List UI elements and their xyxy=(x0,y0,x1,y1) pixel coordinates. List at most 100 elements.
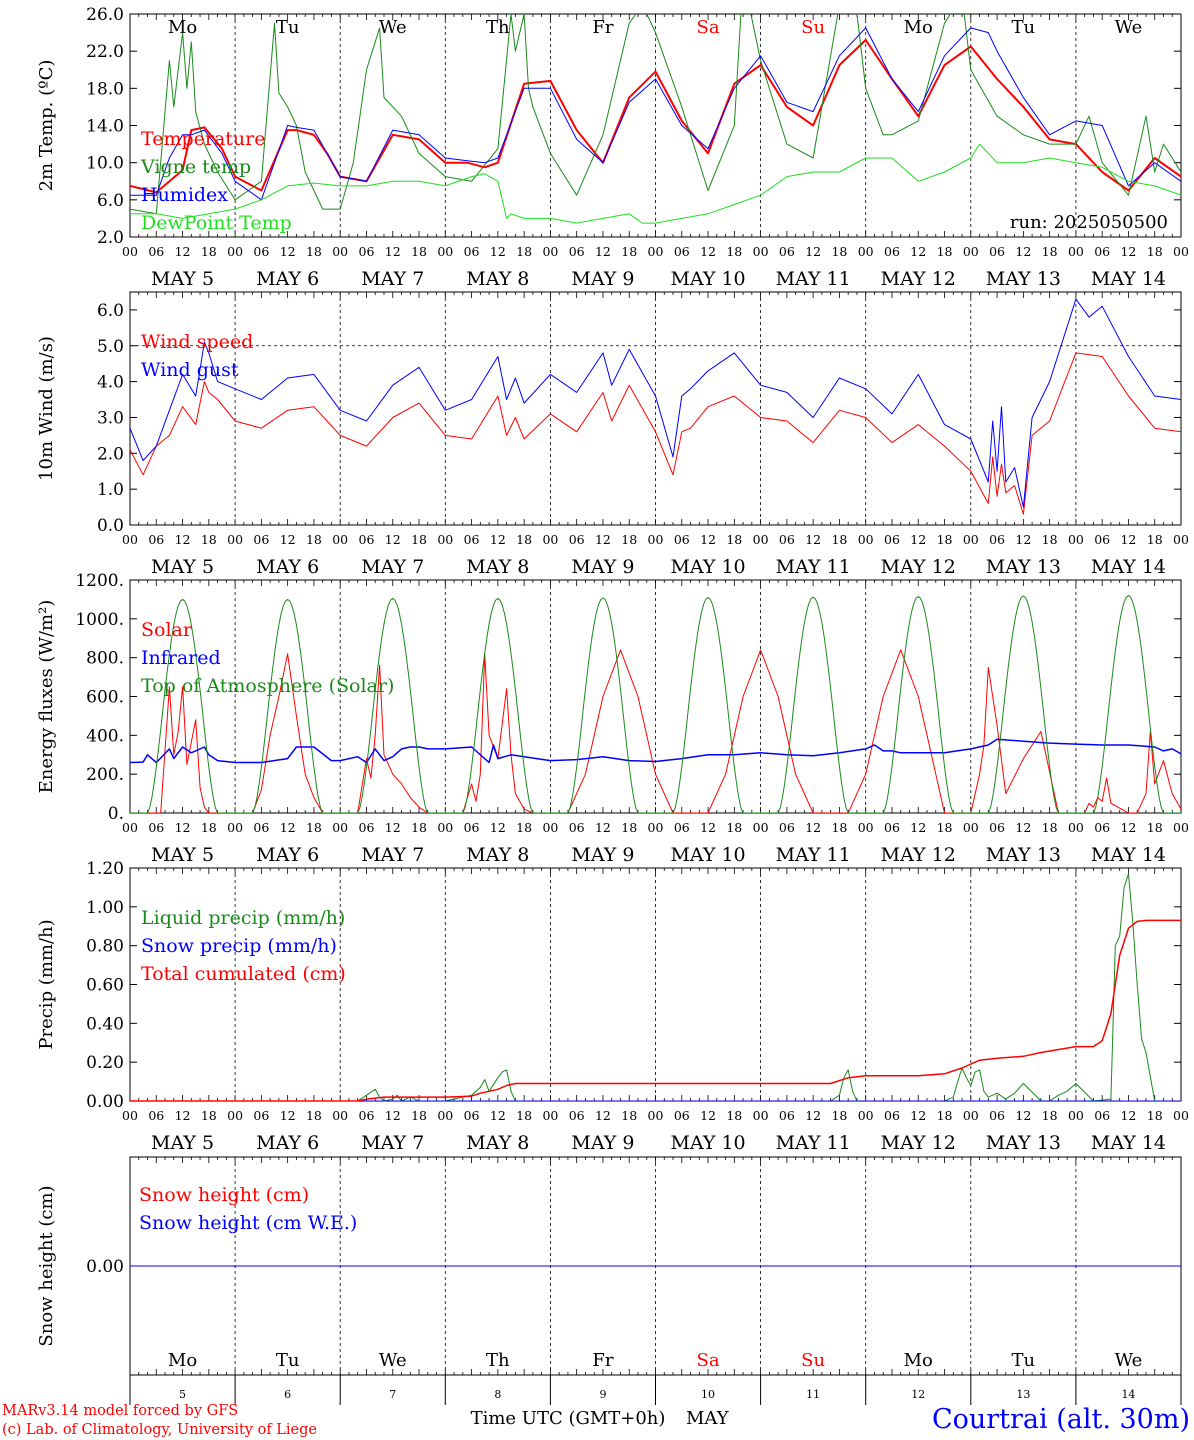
hour-label: 12 xyxy=(910,1108,926,1123)
hour-label: 06 xyxy=(253,820,269,835)
y-tick-label: 2.0 xyxy=(97,228,124,248)
y-tick-label: 6.0 xyxy=(97,191,124,211)
hour-label: 18 xyxy=(937,244,953,259)
hour-label: 18 xyxy=(1042,820,1058,835)
hour-label: 00 xyxy=(227,1108,243,1123)
panels-layer: 2.0 6.0 10.0 14.0 18.0 22.0 26.0 2m Temp. (ºC) T… xyxy=(36,5,1189,1405)
hour-label: 06 xyxy=(1094,244,1110,259)
date-label: MAY 7 xyxy=(361,268,424,290)
y-tick-label: 1200. xyxy=(75,571,124,591)
hour-label: 00 xyxy=(122,820,138,835)
y-tick-label: 0.0 xyxy=(97,516,124,536)
hour-label: 06 xyxy=(569,244,585,259)
hour-label: 12 xyxy=(1015,532,1031,547)
hour-label: 18 xyxy=(411,1108,427,1123)
date-label: MAY 13 xyxy=(986,1132,1061,1154)
hour-label: 00 xyxy=(1068,244,1084,259)
hour-label: 06 xyxy=(359,1108,375,1123)
legend-entry: Snow height (cm W.E.) xyxy=(139,1212,357,1234)
date-label: MAY 13 xyxy=(986,844,1061,866)
series-layer xyxy=(130,14,1181,224)
legend-entry: Total cumulated (cm) xyxy=(141,963,346,985)
legend-entry: Snow precip (mm/h) xyxy=(141,935,337,957)
hour-label: 06 xyxy=(569,820,585,835)
hour-label: 06 xyxy=(1094,532,1110,547)
y-tick-label: 1000. xyxy=(75,610,124,630)
legend-entry: Liquid precip (mm/h) xyxy=(141,907,345,929)
day-name-label: We xyxy=(1115,17,1143,38)
date-label: MAY 9 xyxy=(571,1132,634,1154)
hour-label: 00 xyxy=(858,532,874,547)
hour-label: 00 xyxy=(963,532,979,547)
hour-label: 06 xyxy=(779,244,795,259)
y-tick-label: 0.60 xyxy=(86,976,124,996)
hour-label: 00 xyxy=(437,244,453,259)
y-tick-label: 600. xyxy=(86,688,124,708)
hour-label: 12 xyxy=(595,532,611,547)
hour-label: 06 xyxy=(674,244,690,259)
date-label: MAY 5 xyxy=(151,844,214,866)
hour-label: 12 xyxy=(595,820,611,835)
day-name-label: Sa xyxy=(697,1350,720,1371)
legend-entry: Infrared xyxy=(141,647,221,669)
hour-label: 00 xyxy=(753,244,769,259)
hour-label: 00 xyxy=(648,1108,664,1123)
y-tick-label: 0.00 xyxy=(86,1092,124,1112)
series-line-infrared xyxy=(130,738,1181,764)
hour-label: 12 xyxy=(1015,820,1031,835)
hour-label: 18 xyxy=(937,532,953,547)
hour-label: 18 xyxy=(201,244,217,259)
legend-entry: Solar xyxy=(141,619,193,641)
hour-label: 12 xyxy=(490,820,506,835)
hour-label: 06 xyxy=(884,1108,900,1123)
hour-label: 18 xyxy=(306,532,322,547)
y-tick-label: 1.20 xyxy=(86,859,124,879)
hour-label: 12 xyxy=(805,532,821,547)
series-layer xyxy=(130,595,1181,813)
hour-label: 12 xyxy=(1120,820,1136,835)
hour-label: 12 xyxy=(910,820,926,835)
y-tick-label: 4.0 xyxy=(97,373,124,393)
hour-label: 12 xyxy=(1015,1108,1031,1123)
hour-label: 18 xyxy=(1147,532,1163,547)
hour-label: 00 xyxy=(1068,820,1084,835)
hour-label: 12 xyxy=(700,532,716,547)
y-axis-label: Snow height (cm) xyxy=(36,1185,57,1346)
series-line-liquid-precip-mm-h xyxy=(130,873,1181,1101)
date-label: MAY 12 xyxy=(881,844,956,866)
day-number-label: 13 xyxy=(1016,1388,1030,1401)
day-name-label: Tu xyxy=(1012,17,1036,38)
day-number-label: 6 xyxy=(284,1388,291,1401)
hour-label: 06 xyxy=(1094,1108,1110,1123)
hour-label: 18 xyxy=(831,244,847,259)
chart-panel-snow: 0.00 Snow height (cm) Snow height (cm) Snow… xyxy=(36,1156,1182,1405)
day-name-label: Su xyxy=(801,1350,825,1371)
hour-label: 06 xyxy=(148,820,164,835)
series-line-humidex xyxy=(130,27,1181,201)
y-tick-label: 0. xyxy=(108,804,124,824)
series-line-total-cumulated-cm xyxy=(130,919,1181,1101)
credit-line-2: (c) Lab. of Climatology, University of L… xyxy=(2,1422,317,1438)
hour-label: 00 xyxy=(753,820,769,835)
legend-entry: DewPoint Temp xyxy=(141,212,292,234)
y-tick-label: 18.0 xyxy=(86,79,124,99)
y-tick-label: 0.80 xyxy=(86,937,124,957)
date-label: MAY 11 xyxy=(776,268,851,290)
hour-label: 18 xyxy=(306,820,322,835)
date-label: MAY 13 xyxy=(986,556,1061,578)
day-name-label: Fr xyxy=(592,17,613,38)
x-axis-title: Time UTC (GMT+0h) xyxy=(471,1408,666,1429)
hour-label: 00 xyxy=(122,1108,138,1123)
hour-label: 06 xyxy=(464,820,480,835)
series-line-wind-speed xyxy=(130,352,1181,515)
hour-label: 00 xyxy=(753,1108,769,1123)
day-name-label: Mo xyxy=(904,17,933,38)
hour-label: 18 xyxy=(1042,1108,1058,1123)
day-name-label: Su xyxy=(801,17,825,38)
series-line-vigne-temp xyxy=(130,14,1181,215)
hour-label: 00 xyxy=(227,820,243,835)
chart-panel-precip: 0.00 0.20 0.40 0.60 0.80 1.00 1.20 Precip (mm/h… xyxy=(36,859,1189,1154)
hour-label: 18 xyxy=(726,1108,742,1123)
legend-entry: Humidex xyxy=(141,184,228,206)
hour-label: 18 xyxy=(831,532,847,547)
